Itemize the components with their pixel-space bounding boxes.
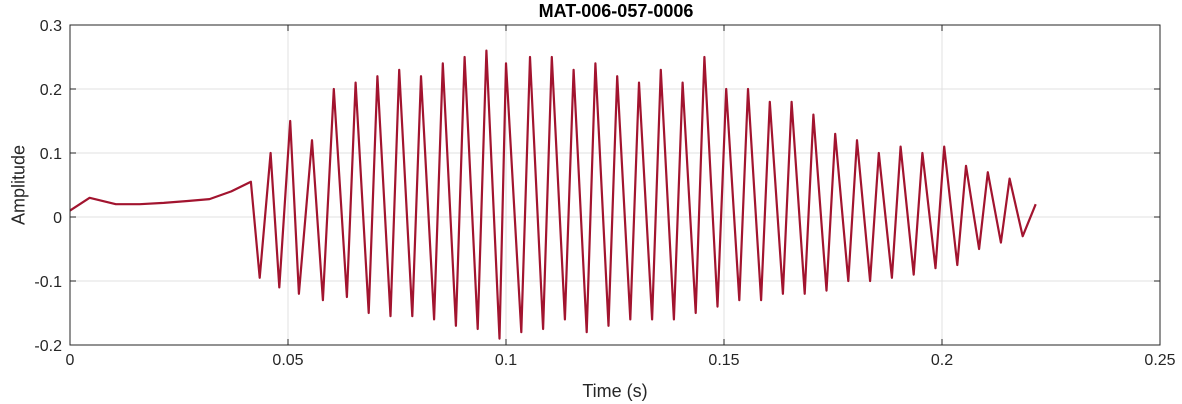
y-tick-label: -0.2 [34,338,62,355]
y-tick-label: 0 [53,210,62,227]
x-tick-label: 0.2 [931,352,953,369]
y-tick-label: 0.3 [40,18,62,35]
y-tick-label: 0.1 [40,146,62,163]
x-tick-label: 0 [66,352,75,369]
y-tick-label: -0.1 [34,274,62,291]
y-axis-label: Amplitude [8,145,28,225]
axes-box [69,24,1161,346]
ticks: 0 0.05 0.1 0.15 0.2 0.25 -0.2 -0.1 0 0.1 0.2 0.3 [34,18,1175,369]
x-tick-label: 0.05 [272,352,303,369]
chart-title: MAT-006-057-0006 [539,1,694,21]
plot-area [69,49,1037,340]
x-tick-label: 0.15 [708,352,739,369]
x-tick-label: 0.25 [1144,352,1175,369]
y-tick-label: 0.2 [40,82,62,99]
x-tick-label: 0.1 [495,352,517,369]
x-axis-label: Time (s) [582,381,647,401]
waveform-line [69,49,1037,340]
grid [69,24,1161,346]
